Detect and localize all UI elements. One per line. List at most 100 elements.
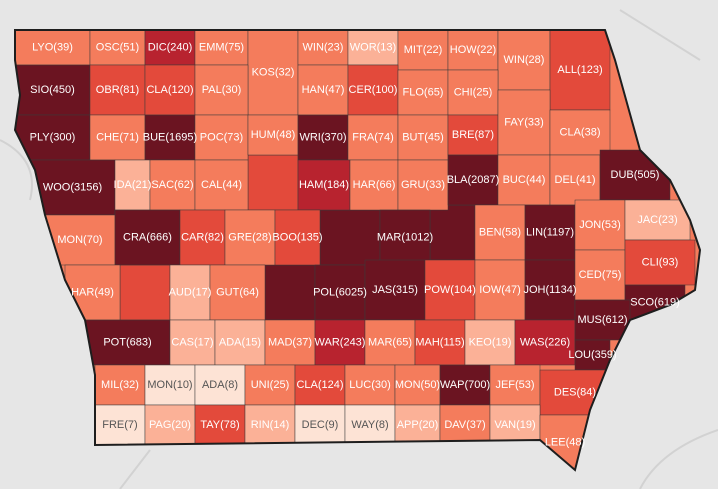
county [294,364,346,406]
county-label: FRA(74) [352,131,394,143]
county [364,259,426,321]
county [144,404,196,446]
county [447,69,499,116]
county [349,159,399,211]
county-label: ALL(123) [557,64,602,76]
county-label: MUS(612) [577,314,627,326]
county-label: POC(73) [200,131,243,143]
county-label: SCO(619) [630,296,680,308]
county [114,209,181,266]
county [144,30,196,66]
county-label: CED(75) [579,269,622,281]
county-label: CER(100) [349,84,398,96]
county-label: ADA(8) [202,379,238,391]
county-label: HOW(22) [450,44,496,56]
county-label: JAC(23) [637,214,677,226]
county-label: LOU(359) [568,349,616,361]
county-label: BLA(2087) [447,174,500,186]
county-label: WOR(13) [350,41,396,53]
county-label: KOS(32) [252,66,295,78]
counties [15,30,696,470]
county-label: PLY(300) [30,131,76,143]
background-road [0,9,718,489]
county-label: MAD(37) [268,336,312,348]
county-label: WAR(243) [315,336,366,348]
county-label: PAG(20) [149,419,191,431]
county [624,239,696,286]
county-label: JOH(1134) [524,284,577,296]
county-label: LUC(30) [349,379,391,391]
county [439,404,491,446]
county-label: RIN(14) [251,419,290,431]
county [247,30,299,116]
county-label: DEC(9) [302,419,339,431]
county-label: CRA(666) [123,231,172,243]
county-label: GRE(28) [228,231,271,243]
county [549,109,611,156]
county-label: FAY(33) [504,116,544,128]
county-label: CLA(38) [560,126,601,138]
county-label: DEL(41) [555,174,596,186]
county-label: BOO(135) [272,231,322,243]
county-label: GRU(33) [401,179,445,191]
county [29,159,116,216]
county [169,319,216,366]
county-label: JAS(315) [372,284,418,296]
county-label: CLI(93) [642,256,679,268]
county [397,159,449,211]
county [169,264,211,321]
county [364,319,416,366]
county-label: LYO(39) [32,41,73,53]
county [524,204,576,261]
county-label: PAL(30) [202,84,242,96]
county-label: LEE(48) [545,436,585,448]
county-label: MAR(1012) [377,231,433,243]
county-label: BEN(58) [479,226,521,238]
county [524,259,576,321]
county-label: DES(84) [554,386,596,398]
county-label: JEF(53) [495,379,534,391]
county-label: CAL(44) [201,179,242,191]
county-label: MIT(22) [404,44,443,56]
county [424,259,476,321]
county-label: IOW(47) [479,284,521,296]
county-label: WAY(8) [351,419,388,431]
county [447,114,499,156]
county-label: APP(20) [397,419,439,431]
county [574,339,611,371]
county [247,154,299,211]
county-label: AUD(17) [169,286,212,298]
county-label: SIO(450) [30,84,75,96]
county-label: DIC(240) [148,41,193,53]
county [347,30,399,66]
county-label: WIN(23) [303,41,344,53]
county-label: CAR(82) [181,231,224,243]
county-label: WIN(28) [504,54,545,66]
county [149,159,196,211]
county [144,114,196,161]
county-label: DAV(37) [444,419,485,431]
county [397,69,449,116]
county-label: JON(53) [579,219,621,231]
county [574,199,626,251]
county [397,114,449,161]
county [314,319,366,366]
county-label: MON(10) [147,379,192,391]
county [194,64,249,116]
county [344,364,396,406]
county [514,319,576,366]
county [319,209,381,266]
county [144,64,196,116]
county [489,364,541,406]
county [497,89,551,156]
county-label: IDA(21) [114,179,152,191]
county-label: CAS(17) [171,336,213,348]
county [84,319,171,366]
county [274,209,321,266]
county-label: MON(70) [57,234,102,246]
county [89,64,146,116]
county-label: VAN(19) [494,419,535,431]
county [439,364,491,406]
county-label: CHI(25) [454,86,493,98]
